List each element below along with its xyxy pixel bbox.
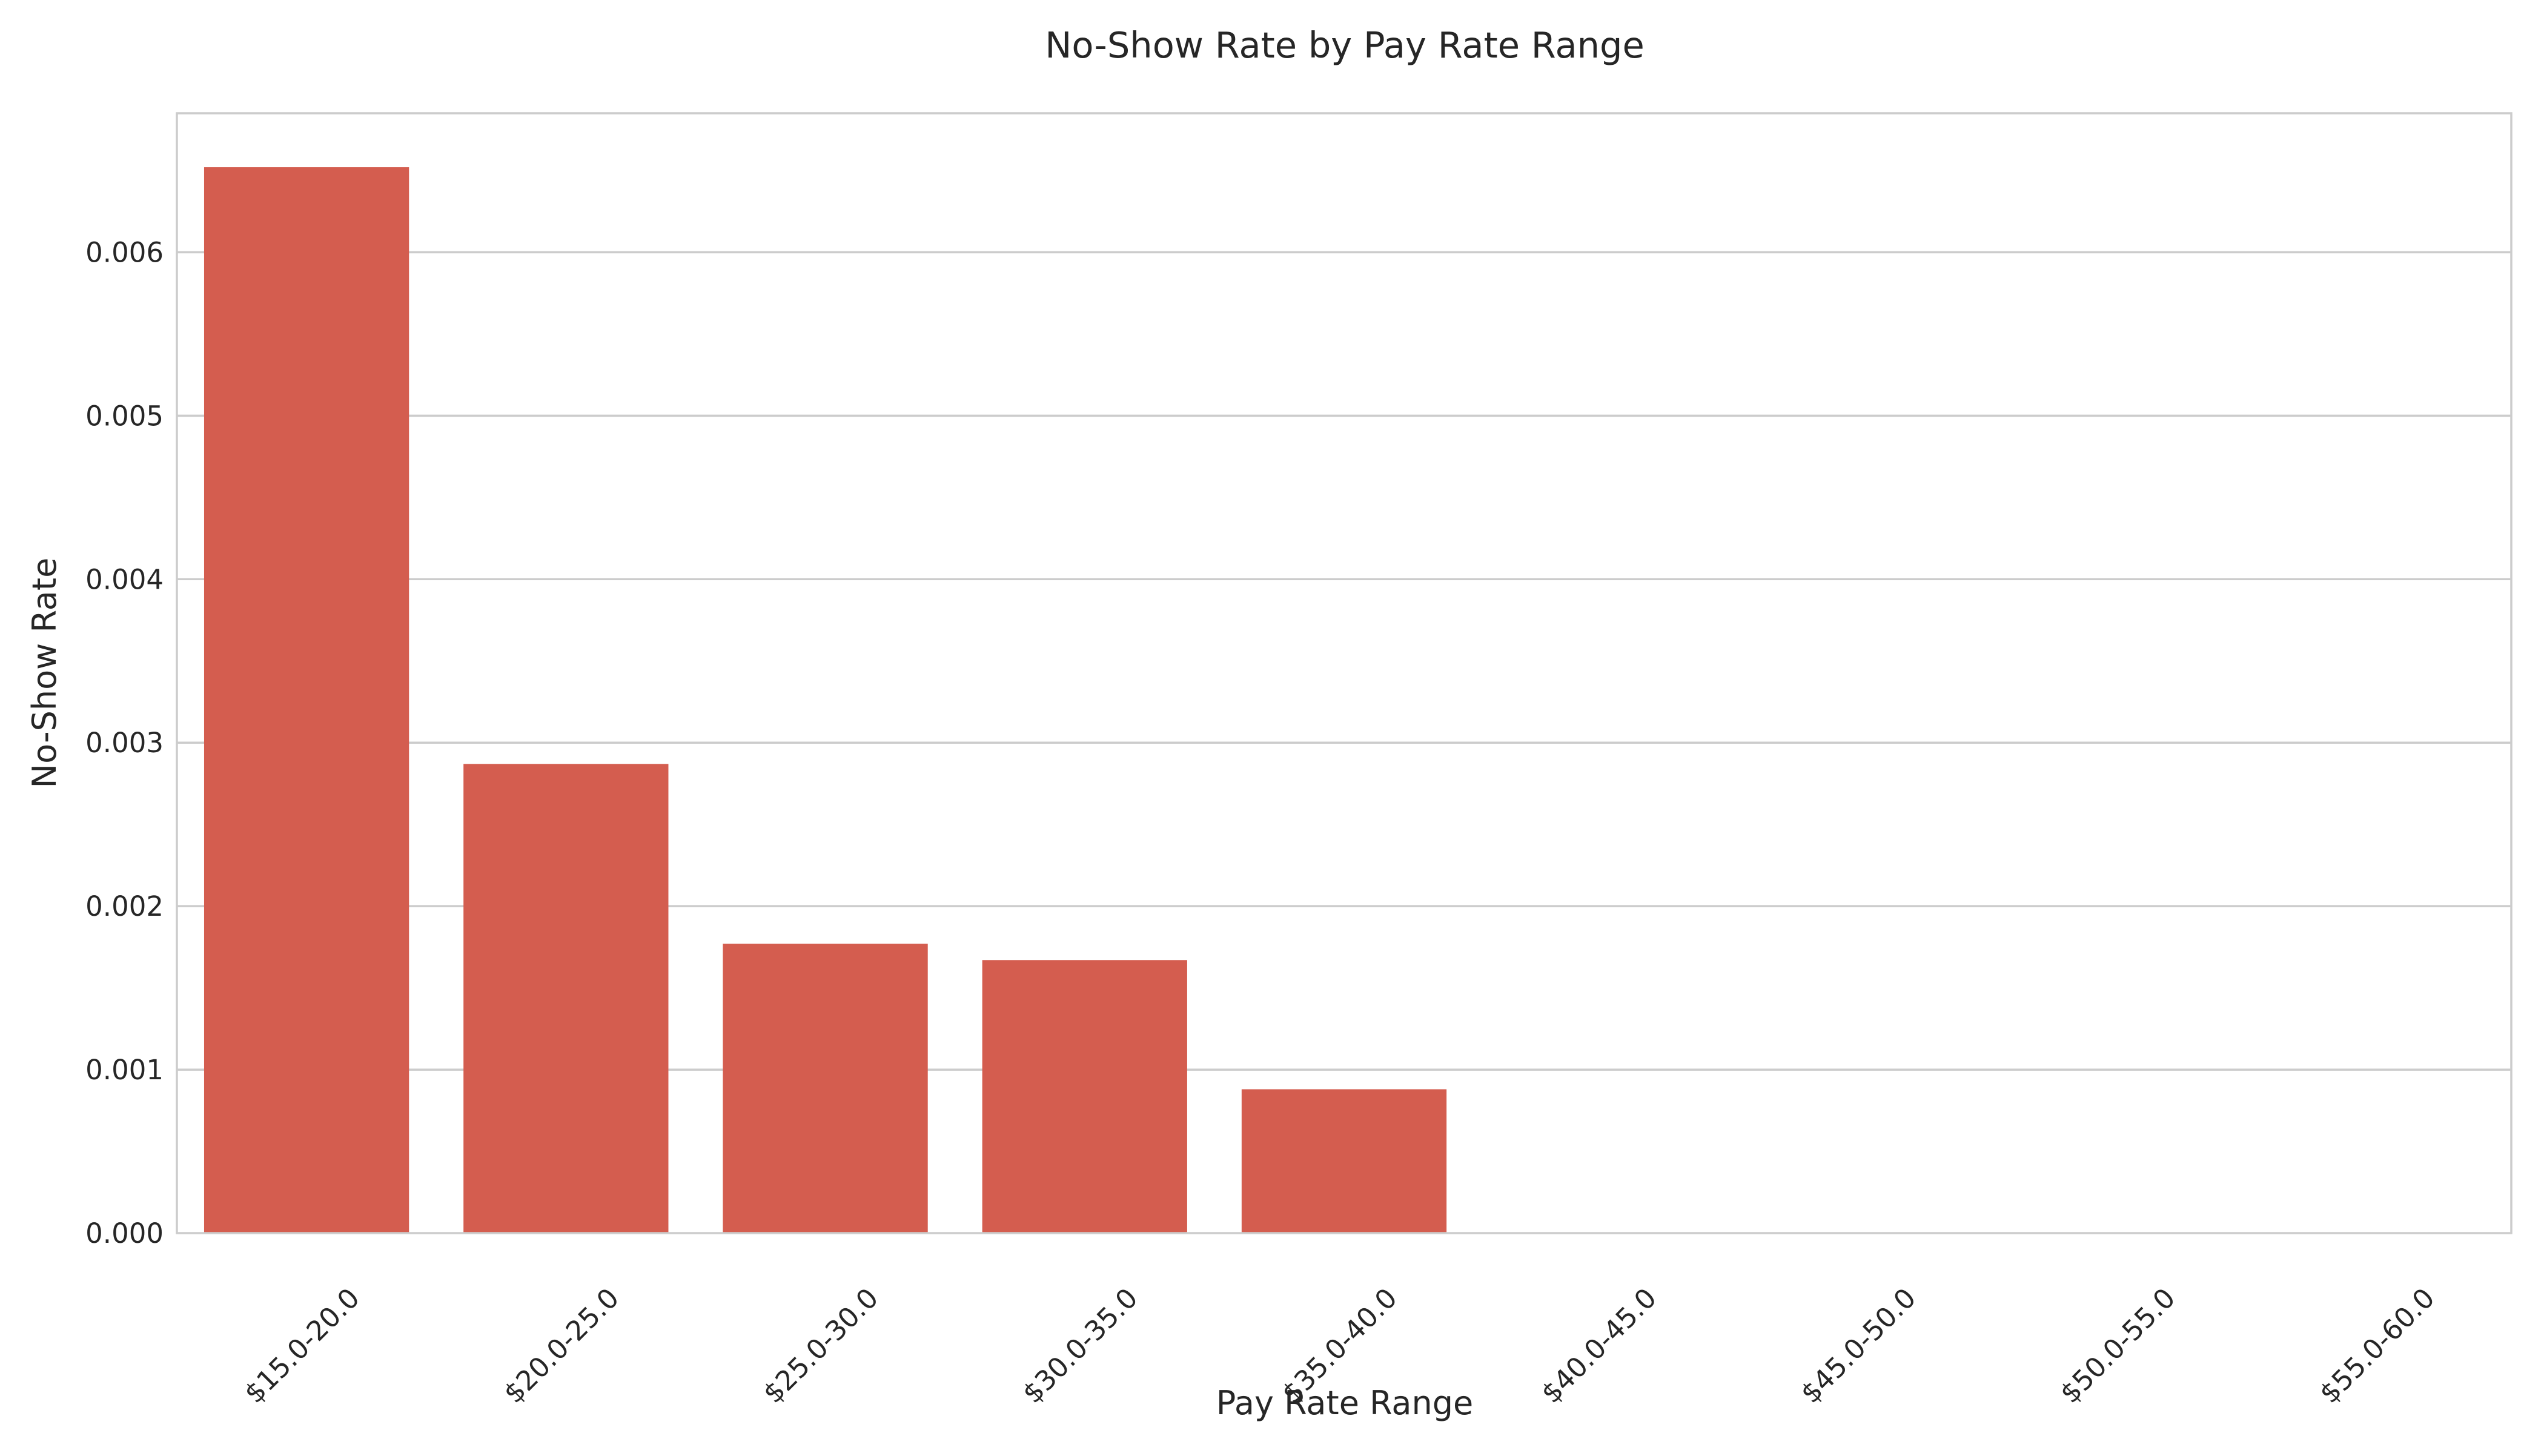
x-axis-label: Pay Rate Range <box>1216 1384 1474 1422</box>
y-tick-label: 0.000 <box>85 1217 164 1249</box>
y-tick-label: 0.005 <box>85 400 164 432</box>
bars <box>204 167 1447 1233</box>
y-tick-label: 0.004 <box>85 563 164 595</box>
chart-title: No-Show Rate by Pay Rate Range <box>1045 24 1645 66</box>
y-tick-label: 0.003 <box>85 727 164 759</box>
x-tick-label: $20.0-25.0 <box>497 1282 625 1409</box>
y-tick-label: 0.001 <box>85 1054 164 1086</box>
bar <box>982 960 1187 1233</box>
x-tick-label: $45.0-50.0 <box>1794 1282 1922 1409</box>
plot-frame <box>176 112 2513 1234</box>
x-tick-label: $50.0-55.0 <box>2054 1282 2182 1409</box>
x-tick-label: $55.0-60.0 <box>2313 1282 2441 1409</box>
y-tick-labels: 0.000 0.001 0.002 0.003 0.004 0.005 0.006 <box>85 236 164 1249</box>
x-tick-label: $25.0-30.0 <box>757 1282 884 1409</box>
bar <box>204 167 409 1233</box>
bar <box>723 944 928 1233</box>
y-tick-label: 0.002 <box>85 890 164 922</box>
x-tick-label: $30.0-35.0 <box>1016 1282 1144 1409</box>
bar <box>463 764 669 1233</box>
x-tick-label: $15.0-20.0 <box>238 1282 366 1409</box>
y-tick-label: 0.006 <box>85 236 164 268</box>
y-axis-label: No-Show Rate <box>25 558 64 789</box>
x-tick-label: $40.0-45.0 <box>1535 1282 1663 1409</box>
bar <box>1241 1089 1447 1233</box>
